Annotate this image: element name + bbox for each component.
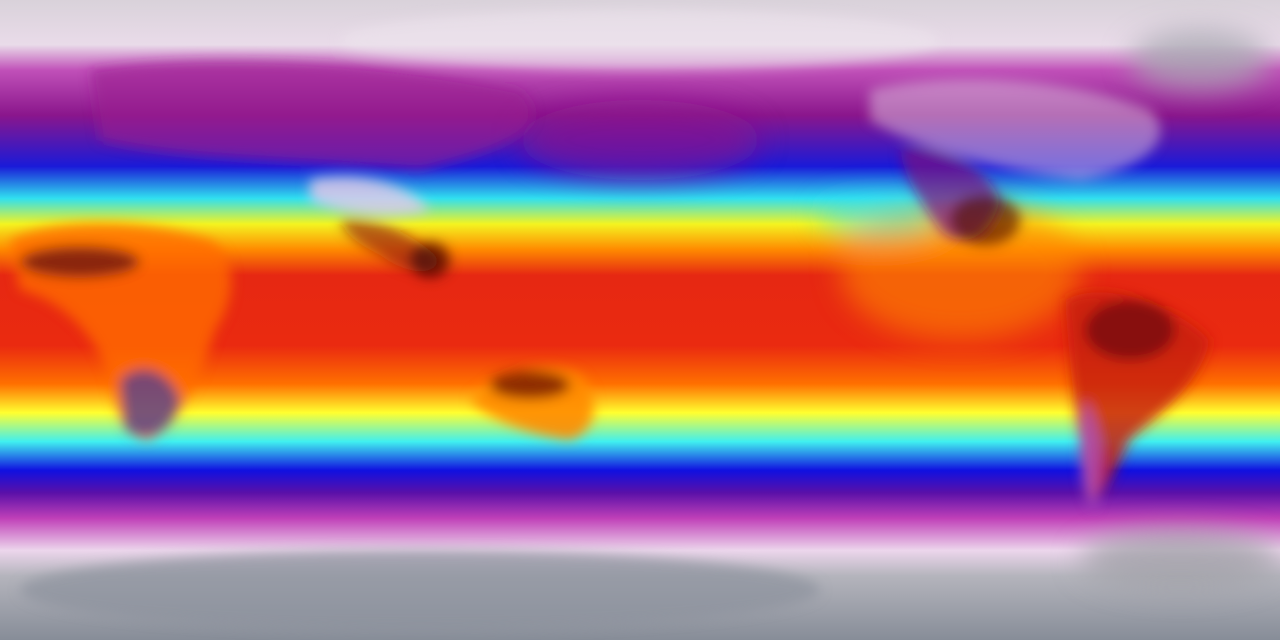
continents — [10, 10, 1210, 630]
climate-zones — [520, 30, 1280, 590]
